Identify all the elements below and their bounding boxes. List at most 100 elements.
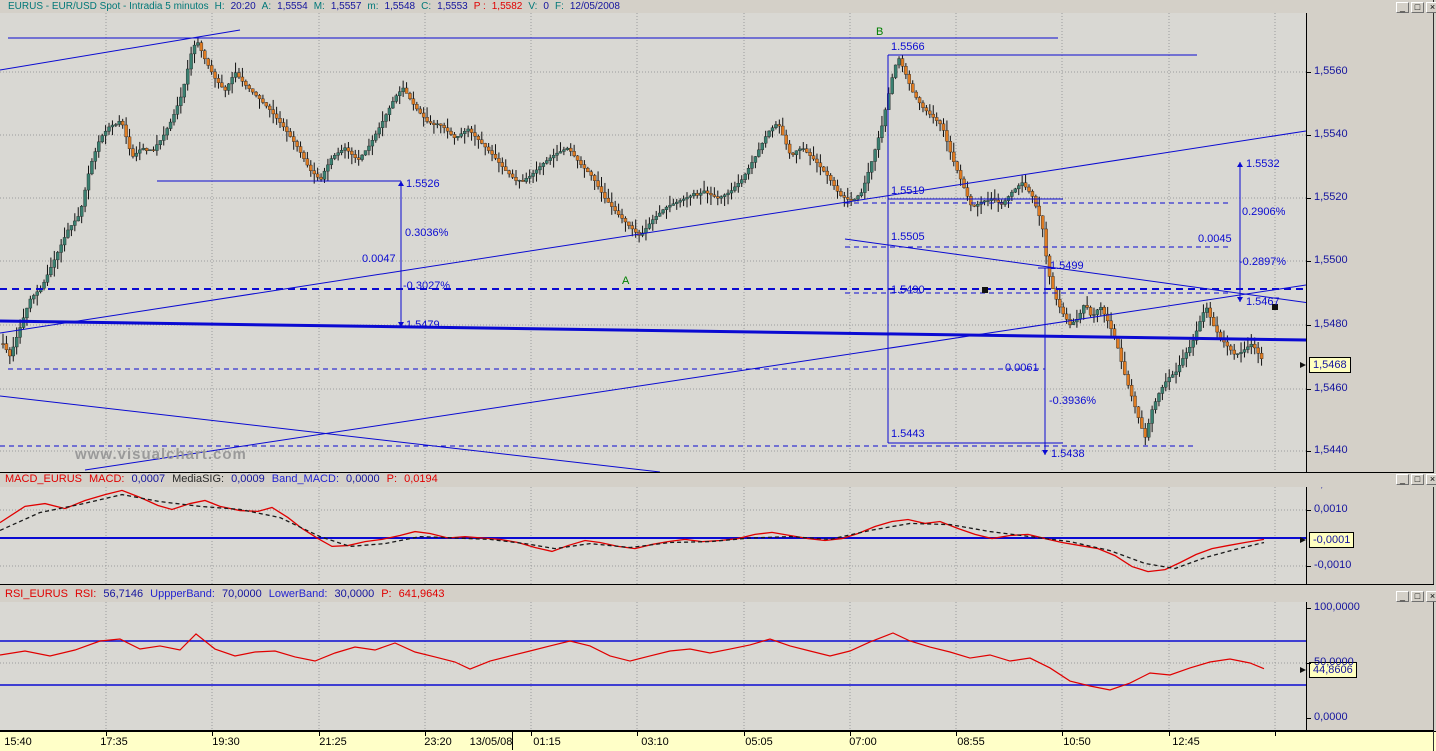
minimize-button[interactable]: _ xyxy=(1396,2,1409,13)
axis-tick-label: 1,5540 xyxy=(1314,128,1348,140)
close-button[interactable]: × xyxy=(1426,591,1436,602)
minimize-button[interactable]: _ xyxy=(1396,474,1409,485)
drawing-label: 0.0061 xyxy=(1005,362,1039,374)
time-tick xyxy=(212,732,213,736)
grid-layer xyxy=(0,13,1306,472)
time-tick-label: 17:35 xyxy=(100,736,128,748)
main-window-buttons[interactable]: _ □ × xyxy=(1396,2,1436,13)
macd-window-buttons[interactable]: _ □ × xyxy=(1396,474,1436,485)
drawing-label: 1.5566 xyxy=(891,41,925,53)
time-tick-label: 07:00 xyxy=(849,736,877,748)
time-tick-label: 12:45 xyxy=(1172,736,1200,748)
macd-header-segment: MACD: xyxy=(89,473,125,485)
price-axis[interactable]: 1,5468 1,5560 1,5540 1,5520 1,5500 1,5480 1,5… xyxy=(1306,13,1434,472)
titlebar-segment: 1,5557 xyxy=(330,1,362,12)
drawing-label: 1.5438 xyxy=(1051,448,1085,460)
macd-value-box: -0,0001 xyxy=(1309,532,1355,548)
time-tick xyxy=(1275,732,1276,736)
time-tick-label: 08:55 xyxy=(957,736,985,748)
time-tick-label: 10:50 xyxy=(1063,736,1091,748)
macd-plot[interactable] xyxy=(0,487,1306,584)
drawing-label: -0.3936% xyxy=(1049,395,1096,407)
session-separator-tick xyxy=(512,732,513,750)
drawing-label: 1.5532 xyxy=(1246,158,1280,170)
axis-tick-label: 50,0000 xyxy=(1314,656,1354,668)
panel-divider[interactable] xyxy=(0,472,1434,473)
axis-tick xyxy=(1307,510,1311,511)
titlebar-segment: V: xyxy=(528,1,538,12)
rsi-header-segment: 70,0000 xyxy=(221,588,262,600)
time-tick xyxy=(425,732,426,736)
titlebar-segment: 20:20 xyxy=(230,1,256,12)
panel-divider xyxy=(0,730,1434,731)
drawing-label: 1.5519 xyxy=(891,185,925,197)
titlebar-segment: H: xyxy=(214,1,225,12)
titlebar-segment: 1,5548 xyxy=(384,1,416,12)
chart-titlebar[interactable]: EURUS - EUR/USD Spot - Intradia 5 minuto… xyxy=(0,0,1434,13)
mediasig-line xyxy=(0,493,1265,570)
maximize-button[interactable]: □ xyxy=(1411,2,1424,13)
titlebar-segment: 1,5554 xyxy=(277,1,308,12)
price-chart-plot[interactable]: 1.5526 0.3036% 0.0047 -0.3027% 1.5479 B 1.5566… xyxy=(0,13,1306,472)
drawing-label: 1.5526 xyxy=(406,178,440,190)
axis-tick xyxy=(1307,451,1311,452)
macd-header: MACD_EURUS MACD: 0,0007 MediaSIG: 0,0009 Band… xyxy=(5,473,445,485)
drawing-label: 1.5479 xyxy=(406,319,440,331)
axis-tick-label: 1,5520 xyxy=(1314,191,1348,203)
current-price-box: 1,5468 xyxy=(1309,357,1351,373)
macd-header-segment: P: xyxy=(386,473,398,485)
titlebar-segment: F: xyxy=(554,1,564,12)
axis-tick-label: 0,0020 xyxy=(1314,487,1348,490)
time-tick xyxy=(850,732,851,736)
rsi-header-segment: 641,9643 xyxy=(398,588,445,600)
macd-header-segment: 0,0194 xyxy=(404,473,438,485)
drawings-layer[interactable]: 1.5526 0.3036% 0.0047 -0.3027% 1.5479 B 1.5566… xyxy=(0,26,1306,472)
rsi-axis[interactable]: 44,8606 100,0000 50,0000 0,0000 xyxy=(1306,602,1434,730)
time-tick-label: 13/05/08 xyxy=(469,736,513,748)
candles-layer xyxy=(1,38,1264,446)
time-axis[interactable]: 15:40 17:35 19:30 21:25 23:20 13/05/08 01:15 03… xyxy=(0,731,1436,751)
drawing-label: A xyxy=(622,275,630,287)
macd-marker-arrow xyxy=(1300,537,1306,543)
rsi-plot[interactable] xyxy=(0,602,1306,730)
macd-axis[interactable]: -0,0001 0,0020 0,0010 -0,0010 xyxy=(1306,487,1434,584)
maximize-button[interactable]: □ xyxy=(1411,591,1424,602)
axis-tick xyxy=(1307,608,1311,609)
titlebar-segment: 1,5582 xyxy=(491,1,523,12)
drawing-label: 1.5490 xyxy=(891,284,925,296)
close-button[interactable]: × xyxy=(1426,474,1436,485)
maximize-button[interactable]: □ xyxy=(1411,474,1424,485)
time-tick xyxy=(319,732,320,736)
time-tick xyxy=(1062,732,1063,736)
macd-header-segment: MediaSIG: xyxy=(172,473,225,485)
axis-tick xyxy=(1307,72,1311,73)
titlebar-segment: 12/05/2008 xyxy=(569,1,620,12)
grid-layer xyxy=(0,487,1306,584)
titlebar-segment: C: xyxy=(421,1,432,12)
axis-tick xyxy=(1307,389,1311,390)
drawing-label: 1.5499 xyxy=(1050,260,1084,272)
macd-header-segment: 0,0000 xyxy=(346,473,380,485)
grid-layer xyxy=(0,602,1306,730)
axis-tick xyxy=(1307,566,1311,567)
time-tick xyxy=(956,732,957,736)
axis-tick-label: 1,5460 xyxy=(1314,382,1348,394)
rsi-value-box: 44,8606 xyxy=(1309,662,1357,678)
rsi-header-segment: RSI: xyxy=(74,588,97,600)
axis-tick xyxy=(1307,135,1311,136)
minimize-button[interactable]: _ xyxy=(1396,591,1409,602)
rsi-window-buttons[interactable]: _ □ × xyxy=(1396,591,1436,602)
macd-header-strip xyxy=(0,472,1434,487)
titlebar-segment: M: xyxy=(313,1,325,12)
close-button[interactable]: × xyxy=(1426,2,1436,13)
panel-divider[interactable] xyxy=(0,584,1434,585)
axis-tick-label: -0,0010 xyxy=(1314,559,1352,571)
axis-tick-label: 0,0000 xyxy=(1314,711,1348,723)
drawing-label: 0.0045 xyxy=(1198,233,1232,245)
drawing-label: B xyxy=(876,26,883,38)
rsi-header-segment: 30,0000 xyxy=(334,588,375,600)
window-right-border xyxy=(1433,0,1434,751)
visualchart-watermark: www.visualchart.com xyxy=(74,446,247,463)
time-tick xyxy=(1169,732,1170,736)
